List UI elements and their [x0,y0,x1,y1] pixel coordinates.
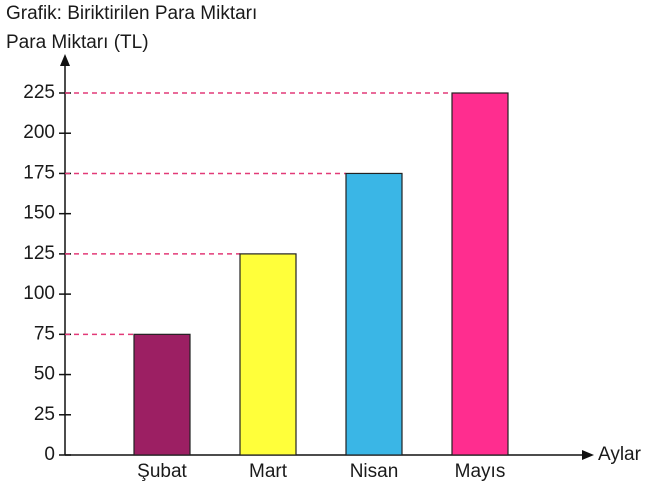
x-tick-label: Mayıs [455,461,506,482]
x-tick-label: Şubat [137,461,187,482]
bar [133,333,191,456]
y-tick-label: 75 [34,323,55,344]
x-axis-label: Aylar [598,444,642,465]
y-tick-label: 50 [34,364,55,385]
chart-title: Grafik: Biriktirilen Para Miktarı [6,3,257,24]
y-axis-arrow [60,54,70,66]
y-tick-label: 175 [23,162,55,183]
y-tick-label: 0 [44,444,55,465]
y-tick-label: 100 [23,283,55,304]
bar [239,253,297,456]
x-tick-label: Mart [249,461,288,482]
y-axis-label: Para Miktarı (TL) [6,32,149,53]
y-tick-label: 150 [23,203,55,224]
bar [345,172,403,456]
y-tick-label: 125 [23,243,55,264]
x-axis-arrow [582,450,594,460]
y-tick-label: 25 [34,404,55,425]
y-tick-label: 200 [23,122,55,143]
bar [451,92,509,456]
y-tick-label: 225 [23,82,55,103]
x-tick-label: Nisan [350,461,399,482]
